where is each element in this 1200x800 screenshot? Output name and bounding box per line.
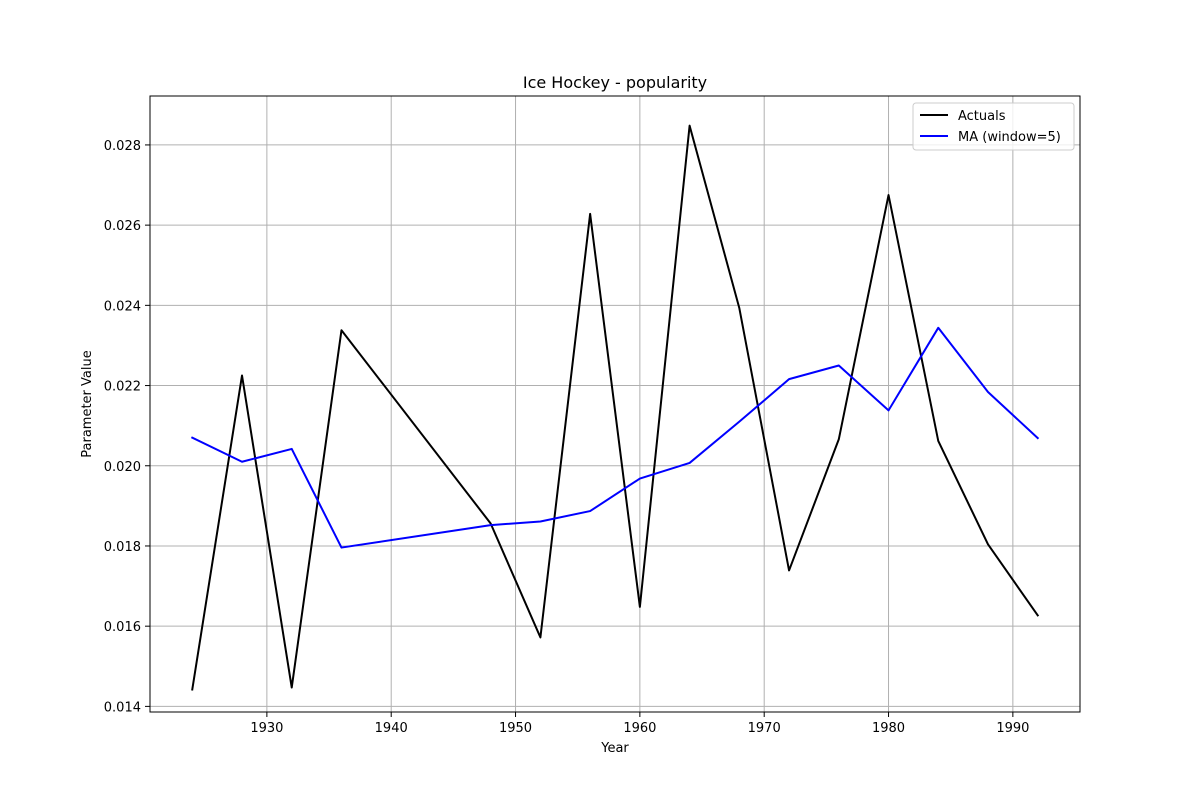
x-tick-label: 1970 bbox=[748, 721, 781, 736]
x-tick-label: 1980 bbox=[872, 721, 905, 736]
y-tick-label: 0.016 bbox=[104, 620, 141, 635]
x-tick-label: 1930 bbox=[250, 721, 283, 736]
series-line-ma bbox=[190, 326, 1040, 549]
series-line-actuals bbox=[191, 124, 1040, 691]
y-tick-label: 0.026 bbox=[104, 219, 141, 234]
legend-label-ma: MA (window=5) bbox=[958, 130, 1061, 145]
grid bbox=[150, 96, 1080, 712]
x-tick-label: 1990 bbox=[996, 721, 1029, 736]
y-tick-label: 0.018 bbox=[104, 540, 141, 555]
series-lines bbox=[190, 124, 1040, 691]
ticks: 1930 1940 1950 1960 1970 1980 1990 0.014 0.016 0.… bbox=[104, 139, 1030, 736]
y-axis-label: Parameter Value bbox=[80, 350, 95, 457]
legend: Actuals MA (window=5) bbox=[912, 102, 1075, 151]
x-tick-label: 1950 bbox=[499, 721, 532, 736]
chart-title: Ice Hockey - popularity bbox=[523, 73, 707, 92]
x-axis-label: Year bbox=[600, 741, 629, 756]
plot-frame bbox=[149, 95, 1081, 713]
y-tick-label: 0.014 bbox=[104, 700, 141, 715]
y-tick-label: 0.024 bbox=[104, 299, 141, 314]
y-tick-label: 0.022 bbox=[104, 380, 141, 395]
x-tick-label: 1960 bbox=[623, 721, 656, 736]
x-tick-label: 1940 bbox=[375, 721, 408, 736]
legend-box bbox=[912, 102, 1075, 151]
y-tick-label: 0.020 bbox=[104, 460, 141, 475]
y-tick-label: 0.028 bbox=[104, 139, 141, 154]
legend-label-actuals: Actuals bbox=[958, 109, 1006, 124]
